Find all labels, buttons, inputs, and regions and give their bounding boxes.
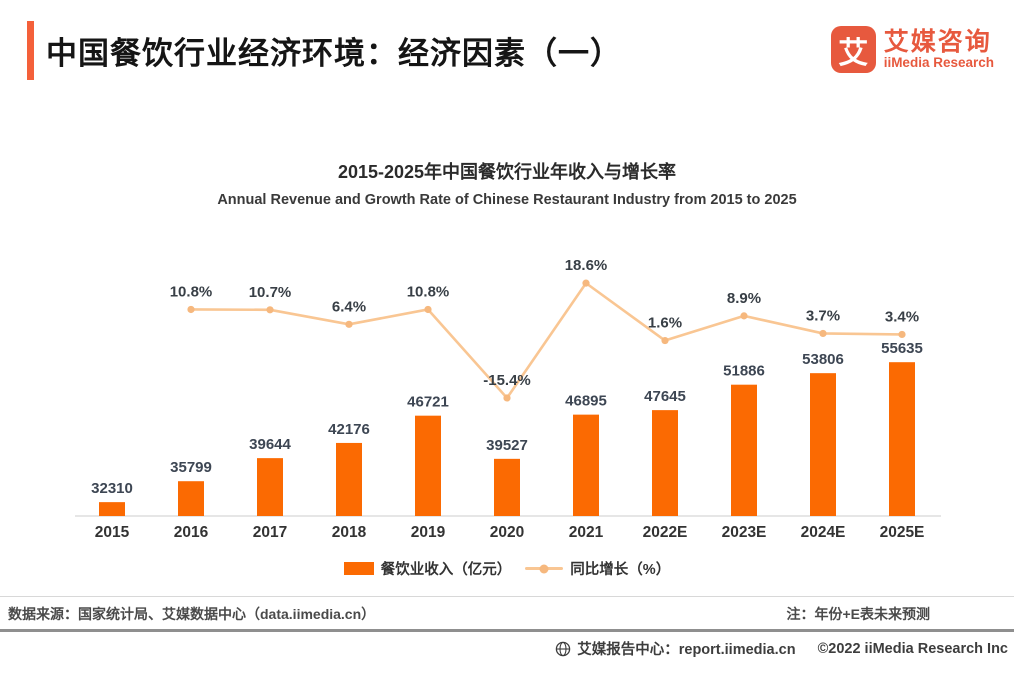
svg-text:47645: 47645 [644,388,686,405]
svg-text:35799: 35799 [170,459,212,476]
copyright-text: ©2022 iiMedia Research Inc [817,640,1008,657]
svg-text:2019: 2019 [411,524,446,541]
svg-text:2016: 2016 [174,524,209,541]
footer-divider-thick [0,629,1014,632]
svg-text:2020: 2020 [490,524,524,541]
svg-text:39527: 39527 [486,437,528,454]
svg-text:55635: 55635 [881,340,923,357]
logo-text: 艾媒咨询 iiMedia Research [884,29,994,69]
logo-brand-cn: 艾媒咨询 [883,28,992,57]
svg-text:2025E: 2025E [880,524,925,541]
page-title: 中国餐饮行业经济环境：经济因素（一） [46,36,622,71]
svg-text:3.4%: 3.4% [885,308,919,325]
bar-swatch-icon [343,562,374,575]
svg-text:18.6%: 18.6% [565,257,608,274]
svg-text:10.8%: 10.8% [170,283,213,300]
chart-legend: 餐饮业收入（亿元） 同比增长（%） [0,558,1014,579]
svg-text:53806: 53806 [802,351,844,368]
svg-text:2023E: 2023E [722,524,767,541]
line-swatch-icon [525,564,564,573]
svg-text:8.9%: 8.9% [727,290,761,307]
forecast-note-text: 注：年份+E表未来预测 [786,606,930,622]
legend-growth-label: 同比增长（%） [570,562,671,578]
svg-text:51886: 51886 [723,363,765,380]
svg-text:-15.4%: -15.4% [483,372,531,389]
svg-text:46721: 46721 [407,394,449,411]
chart-title: 2015-2025年中国餐饮行业年收入与增长率 [337,162,677,182]
svg-text:1.6%: 1.6% [648,315,682,332]
chart-subtitle: Annual Revenue and Growth Rate of Chines… [217,192,797,208]
svg-text:10.8%: 10.8% [407,283,450,300]
title-accent-bar [27,21,34,80]
iimedia-logo-icon: 艾 [830,26,876,73]
svg-text:6.4%: 6.4% [332,298,366,315]
svg-text:39644: 39644 [249,436,291,453]
report-center-text: 艾媒报告中心：report.iimedia.cn [577,642,796,658]
globe-icon [555,641,571,656]
svg-text:32310: 32310 [91,480,133,497]
footer-divider-thin [0,596,1014,597]
bottom-footer: 艾媒报告中心：report.iimedia.cn ©2022 iiMedia R… [555,638,1008,659]
logo-brand-en: iiMedia Research [883,54,994,70]
svg-text:42176: 42176 [328,421,370,438]
iimedia-logo: 艾 艾媒咨询 iiMedia Research [830,26,994,73]
svg-text:46895: 46895 [565,393,607,410]
combo-chart: 32310 2015 35799 2016 39644 2017 42176 2018 4672… [75,257,941,541]
legend-revenue-label: 餐饮业收入（亿元） [380,562,512,578]
svg-text:2024E: 2024E [801,524,846,541]
svg-text:2021: 2021 [569,524,604,541]
legend-item-growth: 同比增长（%） [525,558,670,579]
svg-text:2015: 2015 [95,524,130,541]
legend-item-revenue: 餐饮业收入（亿元） [343,558,512,579]
svg-text:10.7%: 10.7% [249,284,292,301]
svg-text:2022E: 2022E [643,524,688,541]
svg-text:3.7%: 3.7% [806,307,840,324]
svg-text:2018: 2018 [332,524,367,541]
source-row: 数据来源：国家统计局、艾媒数据中心（data.iimedia.cn） 注：年份+… [0,604,1014,624]
data-source-text: 数据来源：国家统计局、艾媒数据中心（data.iimedia.cn） [8,606,376,622]
svg-text:2017: 2017 [253,524,287,541]
